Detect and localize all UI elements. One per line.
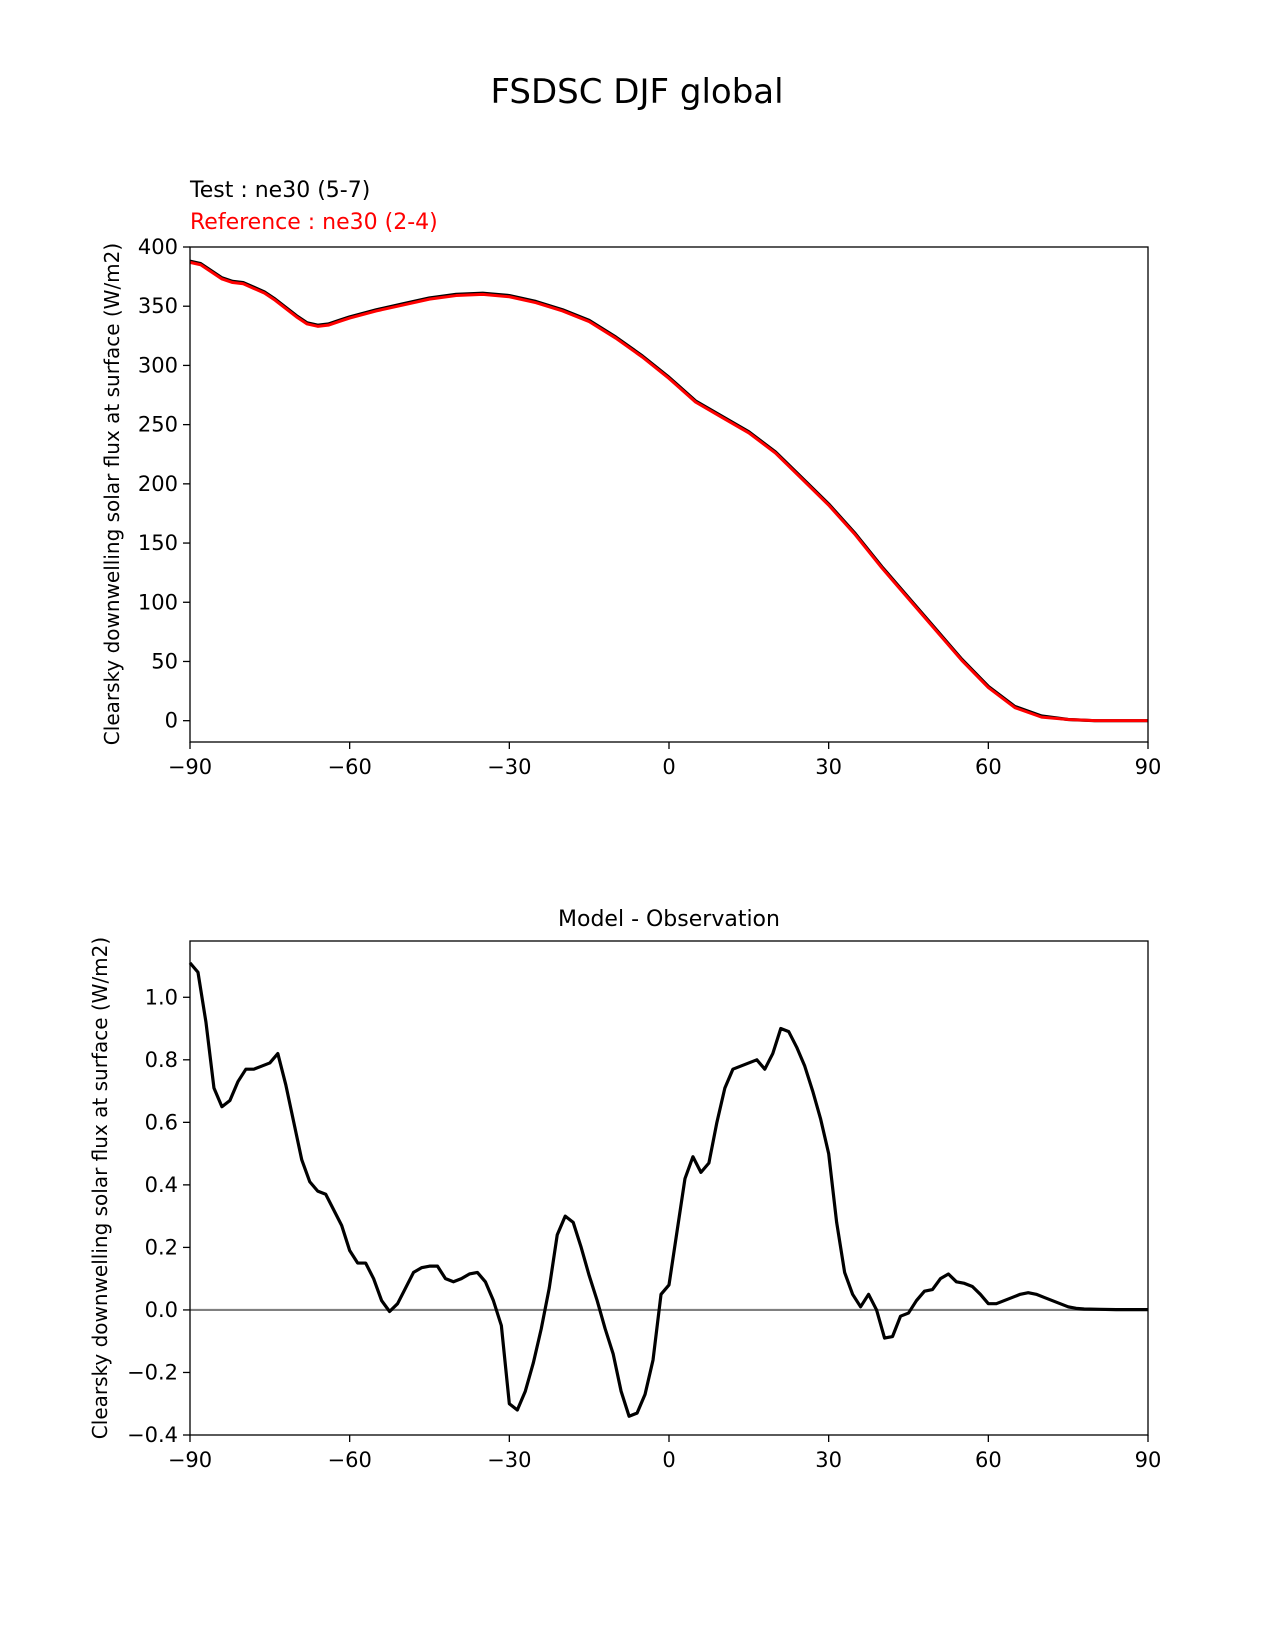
bottom-y-axis: −0.4 −0.2 0.0 0.2 0.4 0.6 0.8 1.0 xyxy=(127,985,190,1447)
y-tick-label: 100 xyxy=(138,590,178,614)
y-tick-label: −0.2 xyxy=(127,1360,178,1384)
x-tick-label: −90 xyxy=(168,1448,212,1472)
y-tick-label: 0.8 xyxy=(145,1048,178,1072)
y-tick-label: 350 xyxy=(138,294,178,318)
x-tick-label: 60 xyxy=(975,755,1002,779)
bottom-plot-title: Model - Observation xyxy=(558,907,780,932)
y-tick-label: 0.4 xyxy=(145,1173,178,1197)
x-tick-label: 30 xyxy=(815,1448,842,1472)
x-tick-label: 90 xyxy=(1135,755,1162,779)
x-tick-label: −60 xyxy=(328,1448,372,1472)
x-tick-label: 90 xyxy=(1135,1448,1162,1472)
x-tick-label: −60 xyxy=(328,755,372,779)
top-y-axis: 0 50 100 150 200 250 300 350 400 xyxy=(138,235,190,733)
y-tick-label: 150 xyxy=(138,531,178,555)
x-tick-label: 30 xyxy=(815,755,842,779)
bottom-x-axis: −90 −60 −30 0 30 60 90 xyxy=(168,1435,1162,1472)
bottom-plot-frame xyxy=(189,940,1149,1436)
y-tick-label: 250 xyxy=(138,413,178,437)
y-tick-label: 0.2 xyxy=(145,1235,178,1259)
x-tick-label: −30 xyxy=(487,1448,531,1472)
top-y-axis-label: Clearsky downwelling solar flux at surfa… xyxy=(100,243,124,745)
top-x-axis: −90 −60 −30 0 30 60 90 xyxy=(168,742,1162,779)
top-plot-area xyxy=(189,259,1148,723)
bottom-y-axis-label: Clearsky downwelling solar flux at surfa… xyxy=(88,937,112,1439)
x-tick-label: −90 xyxy=(168,755,212,779)
bottom-plot-area xyxy=(188,961,1148,1418)
test-label: Test : ne30 (5-7) xyxy=(189,178,370,203)
y-tick-label: 200 xyxy=(138,472,178,496)
bottom-plot-panel: Model - Observation Clearsky downwelling… xyxy=(88,907,1161,1472)
y-tick-label: 1.0 xyxy=(145,985,178,1009)
y-tick-label: 0.0 xyxy=(145,1298,178,1322)
y-tick-label: 0 xyxy=(165,709,178,733)
top-plot-panel: Test : ne30 (5-7) Reference : ne30 (2-4)… xyxy=(100,178,1161,779)
x-tick-label: 60 xyxy=(975,1448,1002,1472)
y-tick-label: 300 xyxy=(138,353,178,377)
test-series-line xyxy=(189,259,1148,723)
y-tick-label: −0.4 xyxy=(127,1423,178,1447)
difference-series-line xyxy=(188,961,1148,1418)
y-tick-label: 0.6 xyxy=(145,1110,178,1134)
y-tick-label: 50 xyxy=(151,649,178,673)
x-tick-label: −30 xyxy=(487,755,531,779)
x-tick-label: 0 xyxy=(662,755,675,779)
x-tick-label: 0 xyxy=(662,1448,675,1472)
y-tick-label: 400 xyxy=(138,235,178,259)
reference-series-line xyxy=(189,260,1148,723)
top-plot-frame xyxy=(189,246,1149,743)
figure-title: FSDSC DJF global xyxy=(490,72,783,112)
reference-label: Reference : ne30 (2-4) xyxy=(190,210,438,235)
